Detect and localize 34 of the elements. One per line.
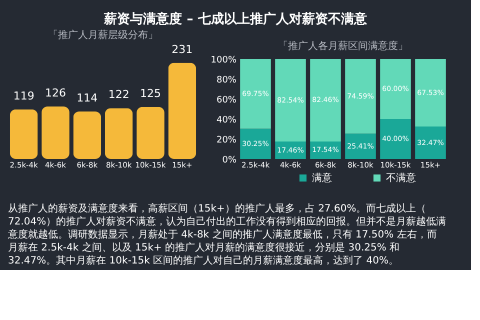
bar	[415, 126, 446, 159]
y-tick-label: 20%	[216, 136, 237, 146]
data-label: 231	[172, 42, 193, 56]
bar	[73, 112, 102, 159]
text: 从推广人的薪资及满意度来看，高薪区间（15k+）的推广人最多，占 27.60%。而七成以上（72.04%）的推广人对薪资不满意，认为自己付出的工作没有得到相应的回报。但并不是月薪越低满意度就越低。调研数据显示，月薪处于 4k-8k 之间的推广人满意度最低，只有 17.50% 左右，而月薪在 2.5k-4k 之间、以及 15k+ 的推广人对月薪的满意度很接近，分别是 30.25% 和 32.47%。其中月薪在 10k-15k 区间的推广人对自己的月薪满意度最高，达到了 40%。	[7, 202, 446, 266]
y-tick-label: 40%	[216, 116, 237, 126]
chart-subtitle: 「推广人各月薪区间满意度」	[278, 40, 408, 52]
text: 薪资与满意度 – 七成以上推广人对薪资不满意	[103, 10, 368, 27]
data-label: 122	[108, 88, 130, 102]
data-label: 126	[45, 86, 66, 100]
y-tick-label: 0%	[222, 156, 237, 166]
legend-label: 不满意	[386, 172, 416, 184]
bar	[380, 119, 411, 159]
data-label: 114	[76, 92, 98, 104]
bar	[310, 59, 341, 142]
bar	[345, 59, 376, 134]
bar	[10, 109, 38, 159]
y-tick-label: 100%	[210, 56, 237, 66]
bar	[42, 106, 70, 159]
bar	[415, 59, 446, 127]
bar	[168, 62, 196, 159]
bar	[275, 59, 306, 142]
legend-label: 满意	[312, 172, 332, 184]
bar	[240, 128, 271, 159]
bar	[136, 106, 164, 159]
data-label: 119	[13, 89, 34, 102]
bar	[380, 59, 411, 119]
data-label: 125	[140, 86, 161, 100]
y-tick-label: 80%	[216, 76, 237, 86]
bar	[345, 134, 376, 159]
chart-subtitle: 「推广人月薪层级分布」	[48, 28, 158, 41]
bar	[104, 108, 133, 159]
y-tick-label: 60%	[216, 96, 237, 106]
bar	[240, 59, 271, 129]
